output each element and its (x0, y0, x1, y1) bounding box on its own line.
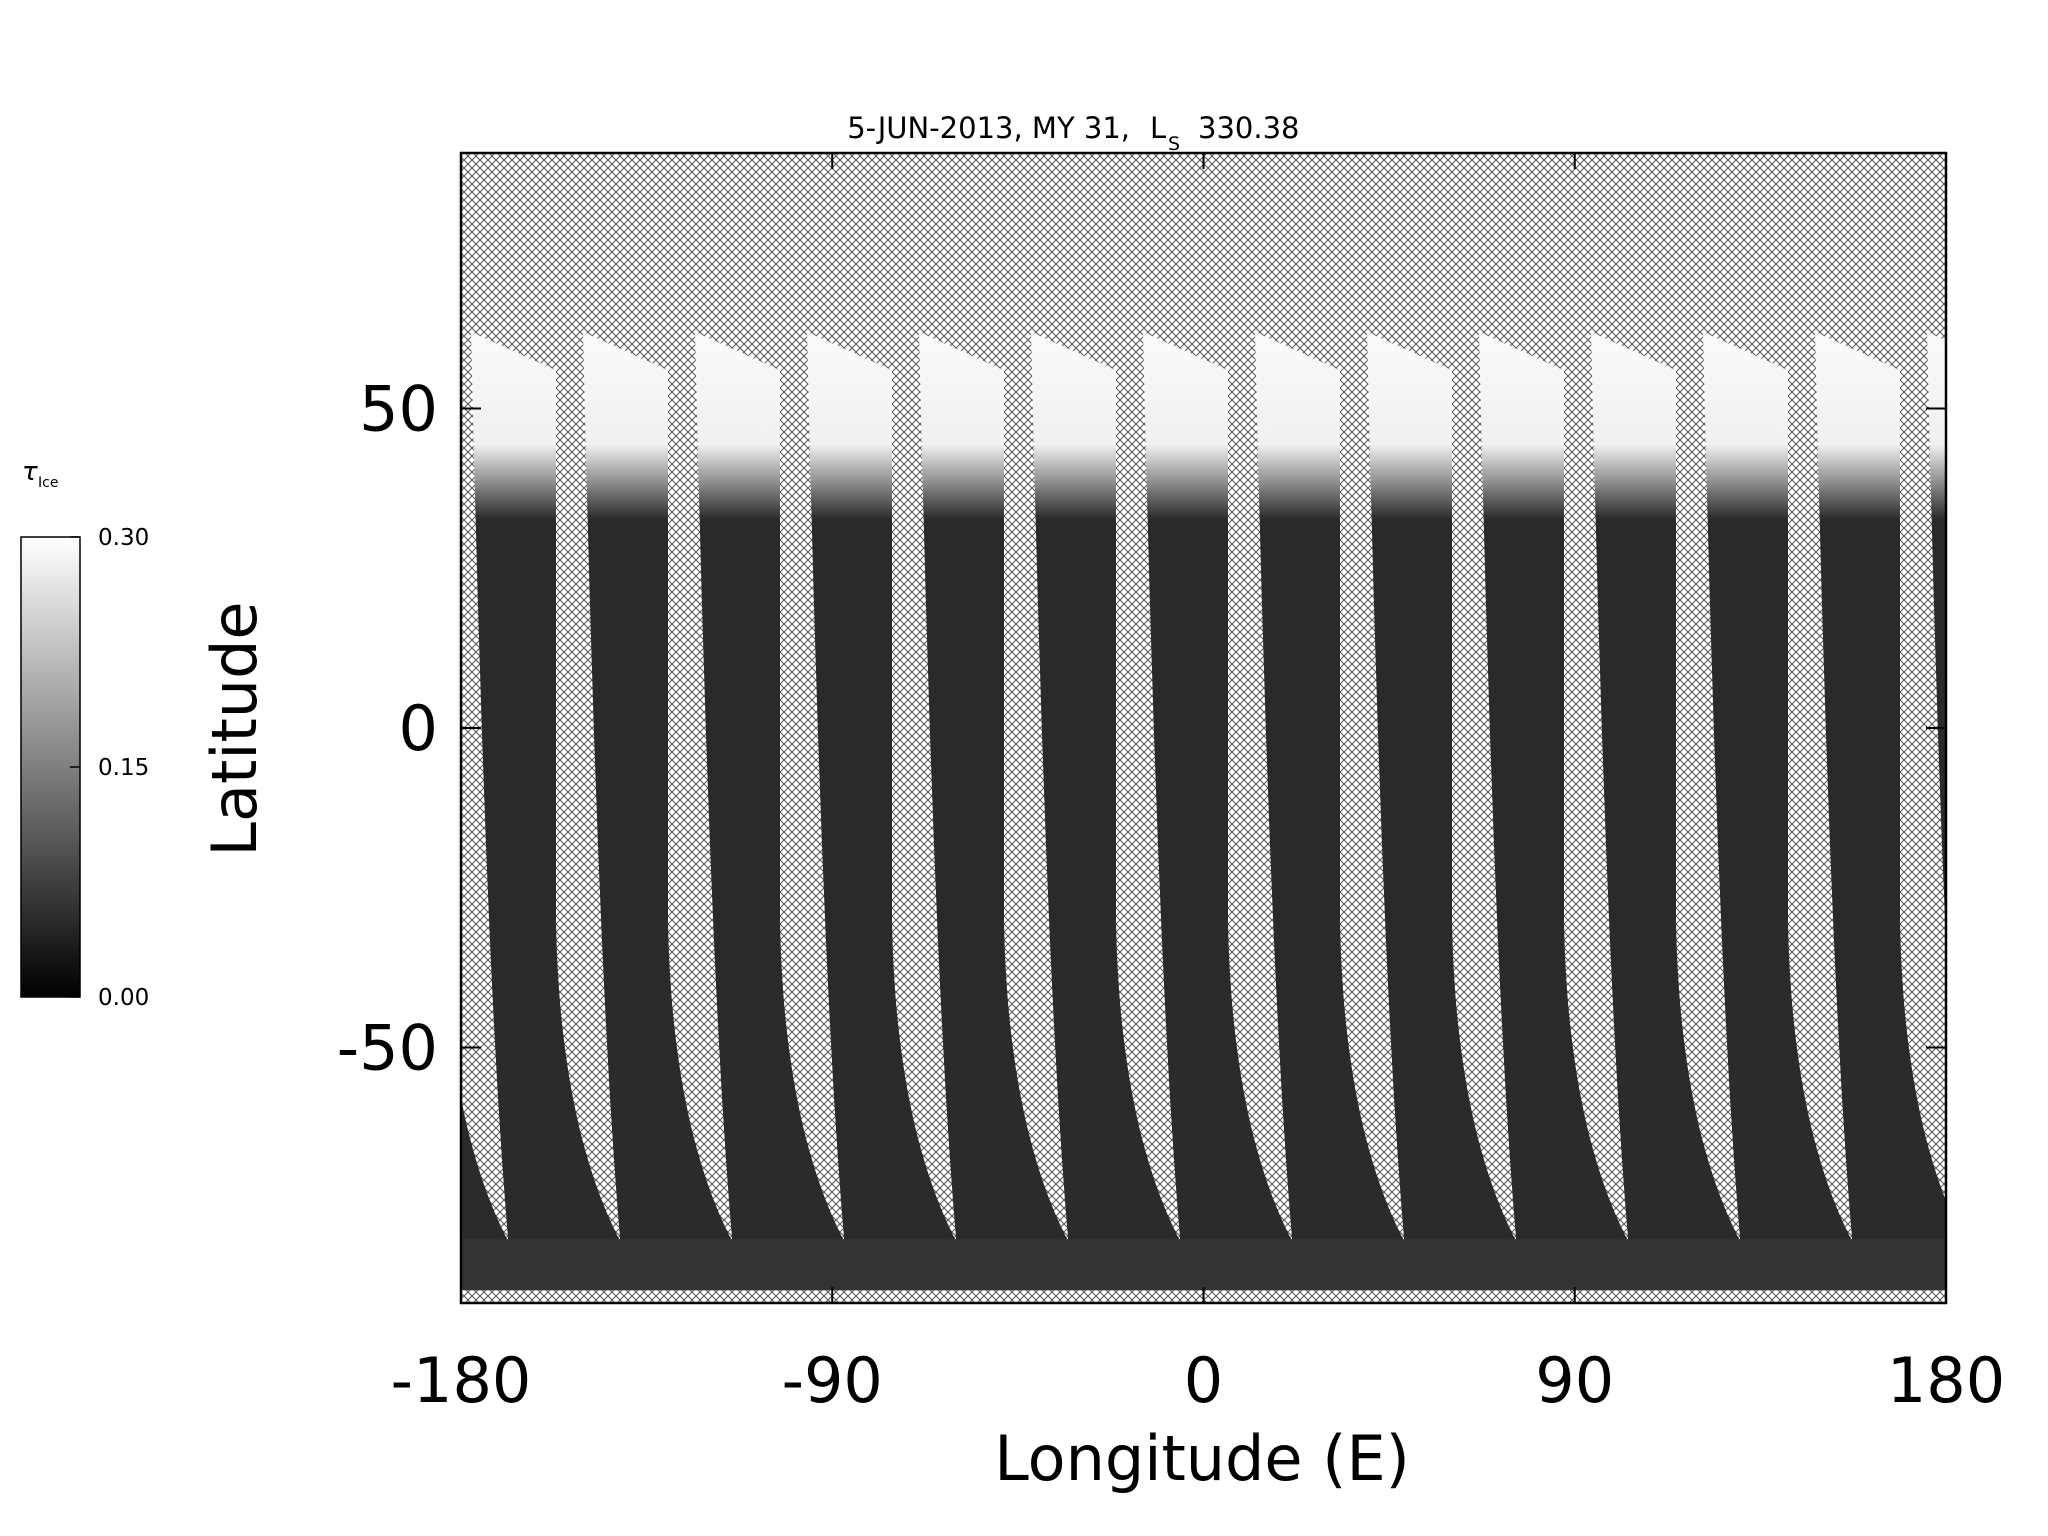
swath (1367, 331, 1522, 1272)
colorbar-tick-label: 0.30 (98, 525, 149, 551)
colorbar-label-subscript: Ice (38, 475, 58, 491)
colorbar-tick-label: 0.15 (98, 755, 149, 781)
x-axis-label: Longitude (E) (994, 1422, 1410, 1495)
swath (919, 331, 1074, 1272)
swath (1143, 331, 1298, 1272)
axes: -180 -90 0 90 180 -50 0 50 (337, 153, 2005, 1417)
chart-title: 5-JUN-2013, MY 31, (847, 111, 1130, 145)
swath (471, 331, 626, 1272)
x-tick-label: 180 (1887, 1344, 2005, 1417)
title-ls-symbol: L (1150, 111, 1166, 145)
swath (1927, 331, 1946, 941)
swath (1479, 331, 1634, 1272)
x-tick-label: -90 (782, 1344, 883, 1417)
y-tick-label: 0 (399, 692, 438, 765)
colorbar-ticks: 0.00 0.15 0.30 (70, 525, 149, 1011)
title-ls-subscript: S (1168, 133, 1180, 155)
swath (695, 331, 850, 1272)
y-axis-label: Latitude (198, 601, 271, 856)
swath (1031, 331, 1186, 1272)
x-tick-label: 0 (1184, 1344, 1223, 1417)
swath (1255, 331, 1410, 1272)
swath (461, 1097, 514, 1261)
colorbar-tick-label: 0.00 (98, 985, 149, 1011)
y-tick-label: 50 (359, 373, 438, 446)
title-ls-value: 330.38 (1198, 111, 1299, 145)
swath (583, 331, 738, 1272)
y-tick-label: -50 (337, 1011, 438, 1084)
swath-layer (461, 331, 1946, 1291)
x-tick-label: 90 (1535, 1344, 1614, 1417)
swath (807, 331, 962, 1272)
swath (1815, 331, 1946, 1272)
swath (1591, 331, 1746, 1272)
swath (1703, 331, 1858, 1272)
colorbar-label: τ (22, 457, 38, 487)
polar-band (461, 1239, 1946, 1291)
x-tick-label: -180 (391, 1344, 532, 1417)
